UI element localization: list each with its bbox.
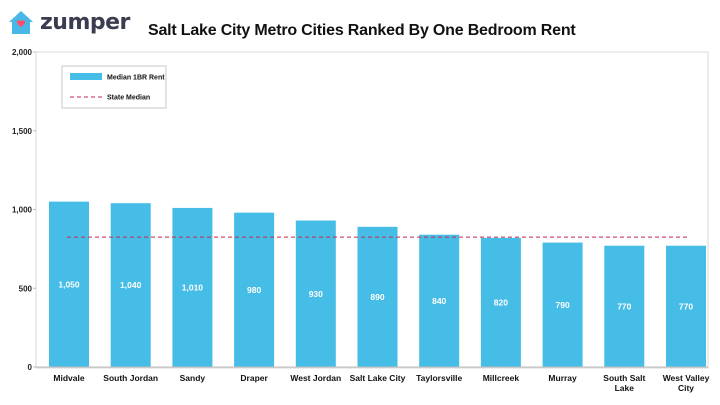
x-tick-label: West Valley City xyxy=(663,373,710,393)
bar xyxy=(542,242,583,367)
x-tick-label: Murray xyxy=(548,373,577,383)
bar xyxy=(295,220,336,367)
y-tick-label: 1,500 xyxy=(12,127,33,136)
y-tick-label: 0 xyxy=(28,363,33,372)
x-tick-label: Millcreek xyxy=(483,373,520,383)
bar xyxy=(172,207,213,367)
data-label: 840 xyxy=(432,296,446,306)
y-tick-label: 2,000 xyxy=(12,48,33,57)
data-label: 770 xyxy=(679,301,693,311)
data-label: 930 xyxy=(309,289,323,299)
data-label: 1,010 xyxy=(182,282,204,292)
data-label: 980 xyxy=(247,285,261,295)
bar xyxy=(234,212,275,367)
legend-label-state-median: State Median xyxy=(107,95,150,102)
data-label: 890 xyxy=(370,292,384,302)
chart-title: Salt Lake City Metro Cities Ranked By On… xyxy=(148,22,576,39)
data-label: 770 xyxy=(617,301,631,311)
bar xyxy=(419,234,460,367)
data-label: 790 xyxy=(556,300,570,310)
x-tick-label: West Jordan xyxy=(290,373,341,383)
x-tick-label: Salt Lake City xyxy=(350,373,406,383)
legend-label-median-1br-rent: Median 1BR Rent xyxy=(107,75,165,82)
legend-box xyxy=(61,65,167,109)
legend: Median 1BR Rent State Median xyxy=(61,65,167,109)
brand-name: zumper xyxy=(40,9,130,35)
y-axis: 0 500 1,000 1,500 2,000 xyxy=(12,48,36,372)
x-tick-label: Draper xyxy=(240,373,268,383)
bar-series xyxy=(49,201,706,367)
x-tick-label: South Salt Lake xyxy=(603,373,645,393)
bar xyxy=(480,237,521,367)
zumper-logo: zumper xyxy=(6,8,130,36)
x-tick-label: Taylorsville xyxy=(416,373,462,383)
bar xyxy=(49,201,89,367)
x-axis: Midvale South Jordan Sandy Draper West Jorda… xyxy=(36,366,710,393)
y-tick-label: 1,000 xyxy=(12,206,33,215)
value-labels: 1,050 1,040 1,010 980 930 890 840 820 790 770 770 xyxy=(58,279,693,311)
x-tick-label: Sandy xyxy=(180,373,206,383)
data-label: 1,040 xyxy=(120,280,142,290)
x-tick-label: Midvale xyxy=(53,373,84,383)
bar xyxy=(110,203,151,367)
bar xyxy=(604,245,645,367)
house-icon xyxy=(9,11,33,34)
x-tick-label: South Jordan xyxy=(103,373,158,383)
data-label: 1,050 xyxy=(58,279,80,289)
legend-swatch-median-1br-rent xyxy=(70,73,102,80)
data-label: 820 xyxy=(494,297,508,307)
bar xyxy=(357,226,398,367)
y-tick-label: 500 xyxy=(19,284,33,293)
bar xyxy=(666,245,706,367)
